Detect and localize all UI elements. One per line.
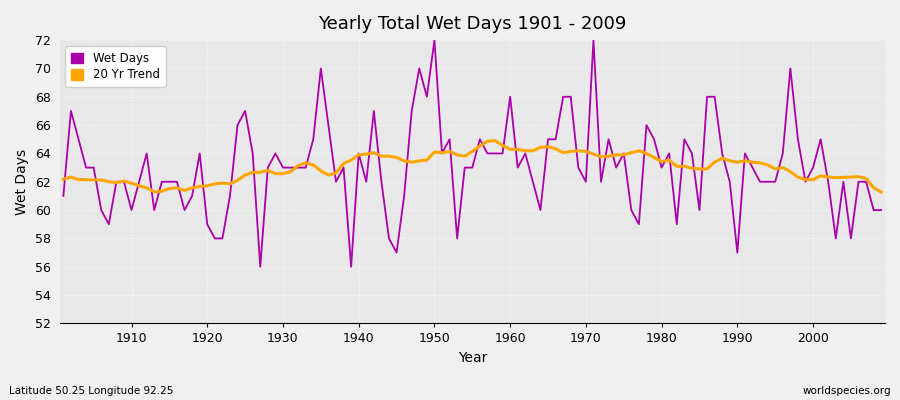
20 Yr Trend — [505, 147, 516, 152]
Wet Days — [611, 165, 622, 170]
20 Yr Trend — [490, 138, 500, 143]
20 Yr Trend — [603, 154, 614, 158]
20 Yr Trend — [119, 179, 130, 184]
Y-axis label: Wet Days: Wet Days — [15, 149, 29, 215]
Wet Days — [512, 165, 523, 170]
20 Yr Trend — [330, 170, 341, 175]
Wet Days — [292, 165, 303, 170]
Wet Days — [338, 165, 349, 170]
20 Yr Trend — [285, 169, 296, 174]
20 Yr Trend — [58, 177, 68, 182]
20 Yr Trend — [876, 190, 886, 194]
Text: worldspecies.org: worldspecies.org — [803, 386, 891, 396]
Line: Wet Days: Wet Days — [63, 40, 881, 267]
Wet Days — [119, 179, 130, 184]
X-axis label: Year: Year — [457, 351, 487, 365]
Title: Yearly Total Wet Days 1901 - 2009: Yearly Total Wet Days 1901 - 2009 — [318, 15, 626, 33]
Text: Latitude 50.25 Longitude 92.25: Latitude 50.25 Longitude 92.25 — [9, 386, 174, 396]
Line: 20 Yr Trend: 20 Yr Trend — [63, 141, 881, 192]
Wet Days — [520, 151, 531, 156]
Wet Days — [255, 264, 266, 269]
20 Yr Trend — [512, 147, 523, 152]
Wet Days — [876, 208, 886, 212]
Wet Days — [58, 194, 68, 198]
Wet Days — [429, 38, 440, 42]
Legend: Wet Days, 20 Yr Trend: Wet Days, 20 Yr Trend — [66, 46, 166, 87]
